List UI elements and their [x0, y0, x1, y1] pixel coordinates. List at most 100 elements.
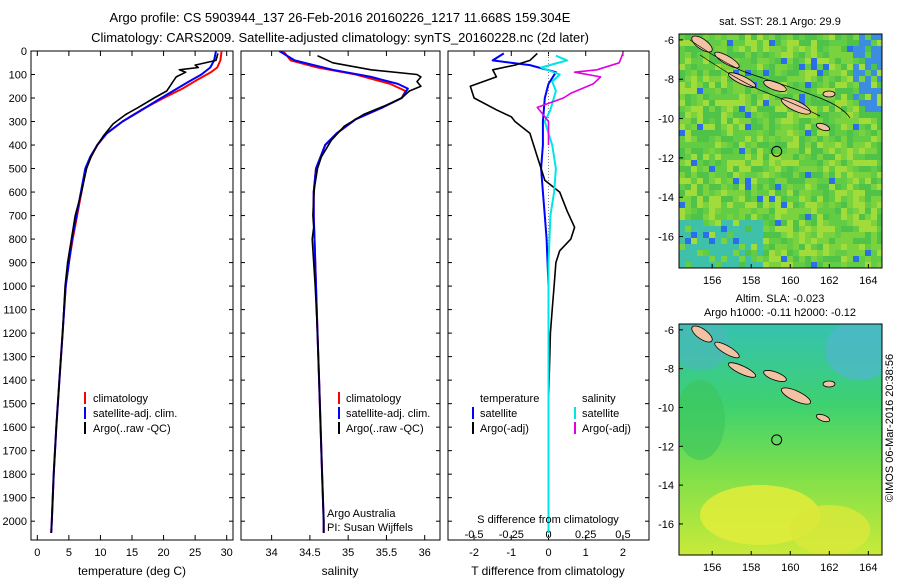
- sst-pixel: [847, 160, 853, 166]
- sst-pixel: [739, 124, 745, 130]
- sst-pixel: [781, 190, 787, 196]
- sst-pixel: [685, 82, 691, 88]
- sst-pixel: [769, 52, 775, 58]
- sst-pixel: [733, 178, 739, 184]
- sst-pixel: [793, 52, 799, 58]
- sst-pixel: [679, 40, 685, 46]
- sst-pixel: [703, 112, 709, 118]
- sst-pixel: [853, 214, 859, 220]
- sst-pixel: [775, 106, 781, 112]
- sst-pixel: [835, 70, 841, 76]
- sst-pixel: [721, 244, 727, 250]
- series-line-climatology: [50, 51, 223, 533]
- sst-pixel: [715, 226, 721, 232]
- sst-pixel: [793, 214, 799, 220]
- sst-pixel: [691, 166, 697, 172]
- sst-pixel: [835, 172, 841, 178]
- sst-pixel: [799, 214, 805, 220]
- sst-pixel: [841, 178, 847, 184]
- sst-pixel: [697, 94, 703, 100]
- sst-pixel: [877, 34, 882, 40]
- sst-pixel: [859, 88, 865, 94]
- sst-pixel: [721, 208, 727, 214]
- sst-pixel: [829, 178, 835, 184]
- sst-pixel: [697, 244, 703, 250]
- depth-tick-label: 200: [9, 93, 27, 105]
- sst-pixel: [781, 250, 787, 256]
- sst-pixel: [799, 196, 805, 202]
- sst-pixel: [835, 220, 841, 226]
- sst-pixel: [733, 244, 739, 250]
- sst-pixel: [799, 202, 805, 208]
- sst-pixel: [793, 184, 799, 190]
- sst-map-title: sat. SST: 28.1 Argo: 29.9: [719, 16, 841, 28]
- sst-pixel: [787, 136, 793, 142]
- sst-pixel: [751, 112, 757, 118]
- sst-pixel: [727, 166, 733, 172]
- sst-pixel: [769, 208, 775, 214]
- legend-label-t-satellite: satellite: [480, 408, 517, 420]
- sst-pixel: [859, 166, 865, 172]
- sst-pixel: [787, 142, 793, 148]
- sst-pixel: [769, 40, 775, 46]
- sst-pixel: [709, 34, 715, 40]
- sst-pixel: [679, 178, 685, 184]
- sst-pixel: [703, 160, 709, 166]
- sst-pixel: [805, 220, 811, 226]
- sst-pixel: [853, 208, 859, 214]
- sst-pixel: [841, 58, 847, 64]
- sst-pixel: [745, 46, 751, 52]
- sst-pixel: [703, 256, 709, 262]
- sst-pixel: [793, 262, 799, 268]
- sst-pixel: [853, 196, 859, 202]
- sst-pixel: [847, 244, 853, 250]
- depth-tick-label: 2000: [3, 516, 27, 528]
- lon-tick-label: 156: [703, 562, 721, 574]
- sst-pixel: [745, 172, 751, 178]
- x-tick-label: 15: [126, 547, 138, 559]
- sst-pixel: [793, 136, 799, 142]
- sst-pixel: [763, 226, 769, 232]
- sst-pixel: [685, 190, 691, 196]
- sst-pixel: [865, 142, 871, 148]
- sst-pixel: [871, 82, 877, 88]
- sst-pixel: [835, 226, 841, 232]
- sst-pixel: [871, 58, 877, 64]
- sst-pixel: [751, 136, 757, 142]
- series-line-satellite-adj-clim-: [50, 51, 217, 533]
- sst-pixel: [811, 214, 817, 220]
- sst-pixel: [775, 130, 781, 136]
- solomon-islands-land: [691, 35, 836, 132]
- series-line-climatology: [282, 51, 407, 533]
- sst-pixel: [853, 184, 859, 190]
- sst-pixel: [841, 46, 847, 52]
- sst-pixel: [853, 148, 859, 154]
- sst-pixel: [691, 52, 697, 58]
- lat-tick-label: -6: [664, 325, 674, 337]
- sst-pixel: [823, 76, 829, 82]
- sst-pixel: [709, 154, 715, 160]
- sst-pixel: [811, 106, 817, 112]
- sst-pixel: [775, 70, 781, 76]
- sst-pixel: [679, 112, 685, 118]
- sst-pixel: [829, 262, 835, 268]
- sst-pixel: [877, 208, 882, 214]
- sst-pixel: [805, 136, 811, 142]
- sst-pixel: [823, 118, 829, 124]
- sst-pixel: [751, 208, 757, 214]
- sst-pixel: [817, 148, 823, 154]
- sst-pixel: [877, 244, 882, 250]
- sst-pixel: [859, 190, 865, 196]
- sst-pixel: [775, 226, 781, 232]
- sst-pixel: [697, 130, 703, 136]
- figure-title-line1: Argo profile: CS 5903944_137 26-Feb-2016…: [110, 10, 571, 25]
- sst-pixel: [877, 94, 882, 100]
- sst-pixel: [757, 148, 763, 154]
- sst-pixel: [697, 190, 703, 196]
- sst-pixel: [769, 244, 775, 250]
- sst-pixel: [727, 76, 733, 82]
- sla-map-axes: 156 158 160 162 164 -6 -8 -10 -12 -14 -16: [658, 325, 877, 574]
- sst-pixel: [799, 208, 805, 214]
- sst-pixel: [715, 46, 721, 52]
